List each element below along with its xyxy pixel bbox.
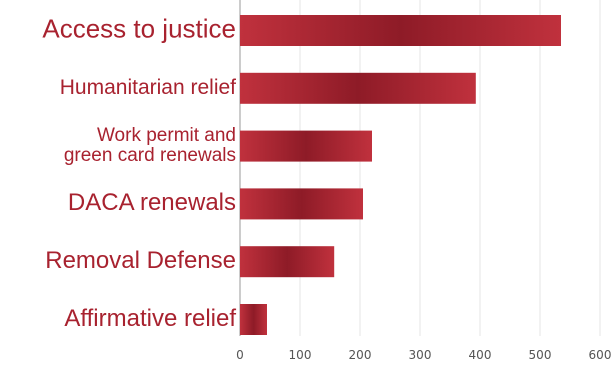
category-label: Humanitarian relief (60, 76, 236, 99)
x-tick-label: 100 (289, 348, 312, 362)
x-tick-label: 300 (409, 348, 432, 362)
bar (240, 72, 476, 104)
category-label-line: Access to justice (42, 13, 236, 43)
category-label-line: Removal Defense (45, 247, 236, 274)
x-tick-label: 400 (469, 348, 492, 362)
category-label-line: Affirmative relief (64, 305, 236, 332)
bar (240, 15, 561, 46)
bar (240, 246, 335, 278)
x-tick-label: 200 (349, 348, 372, 362)
x-tick-label: 600 (589, 348, 612, 362)
bars (240, 15, 561, 335)
category-label-line: Work permit and (97, 125, 236, 146)
bar (240, 188, 363, 220)
category-label: Work permit and green card renewals (64, 125, 236, 166)
bar (240, 130, 372, 162)
x-tick-label: 0 (236, 348, 244, 362)
category-label-line: green card renewals (64, 145, 236, 166)
category-label-line: DACA renewals (68, 189, 236, 216)
category-label: Access to justice (42, 13, 236, 43)
category-labels: Access to justice Humanitarian relief Work… (42, 13, 236, 331)
x-axis-ticks: 0 100 200 300 400 500 600 (236, 348, 611, 362)
category-label: Removal Defense (45, 247, 236, 274)
grid-lines (239, 0, 601, 336)
bar (240, 304, 267, 335)
category-label: DACA renewals (68, 189, 236, 216)
category-label-line: Humanitarian relief (60, 76, 236, 99)
category-label: Affirmative relief (64, 305, 236, 332)
x-tick-label: 500 (529, 348, 552, 362)
